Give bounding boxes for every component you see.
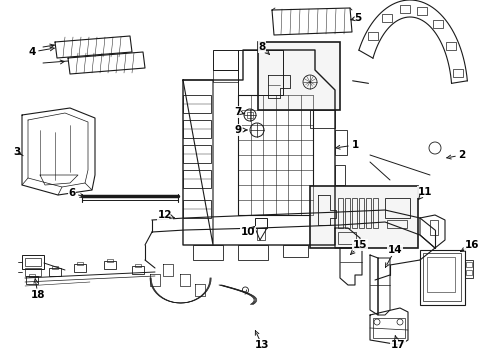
Bar [193, 245, 223, 260]
Text: 3: 3 [13, 147, 20, 157]
Bar [309, 110, 334, 128]
Bar [183, 145, 210, 163]
Bar [382, 14, 392, 22]
Bar [429, 220, 437, 235]
Bar [386, 220, 406, 228]
Bar [254, 218, 266, 228]
Bar [358, 198, 363, 228]
Bar [309, 85, 334, 103]
Bar [246, 112, 252, 118]
Bar [183, 95, 210, 113]
Bar [465, 270, 471, 275]
Text: 12: 12 [158, 210, 172, 220]
Text: 16: 16 [464, 240, 478, 250]
Text: 1: 1 [351, 140, 358, 150]
Bar [238, 245, 267, 260]
Text: 17: 17 [390, 340, 405, 350]
Bar [107, 259, 113, 262]
Text: 9: 9 [234, 125, 241, 135]
Bar [25, 268, 41, 276]
Bar [49, 268, 61, 276]
Bar [419, 250, 464, 305]
Text: 8: 8 [258, 42, 265, 52]
Bar [52, 266, 58, 269]
Text: 11: 11 [417, 187, 431, 197]
Bar [416, 7, 427, 15]
Text: 5: 5 [354, 13, 361, 23]
Bar [257, 228, 264, 240]
Bar [309, 186, 417, 248]
Text: 13: 13 [254, 340, 269, 350]
Text: 10: 10 [240, 227, 255, 237]
Text: 4: 4 [28, 47, 36, 57]
Bar [213, 70, 238, 82]
Bar [22, 255, 44, 269]
Bar [337, 232, 355, 244]
Bar [334, 165, 345, 185]
Bar [213, 50, 238, 70]
Bar [372, 318, 404, 338]
Bar [372, 198, 377, 228]
Bar [337, 198, 342, 228]
Bar [422, 253, 460, 301]
Bar [183, 120, 210, 138]
Bar [25, 258, 41, 266]
Bar [464, 260, 472, 278]
Bar [183, 170, 210, 188]
Bar [183, 200, 210, 218]
Bar [29, 274, 35, 277]
Bar [77, 262, 83, 265]
Bar [135, 264, 141, 267]
Bar [445, 41, 455, 50]
Text: 2: 2 [457, 150, 465, 160]
Bar [399, 5, 408, 13]
Bar [351, 198, 356, 228]
Bar [345, 198, 349, 228]
Bar [334, 130, 346, 155]
Bar [365, 198, 370, 228]
Bar [283, 245, 307, 257]
Bar [238, 95, 312, 215]
Bar [319, 215, 339, 245]
Text: 7: 7 [234, 107, 241, 117]
Bar [367, 32, 378, 40]
Bar [104, 261, 116, 269]
Bar [452, 69, 463, 77]
Bar [74, 264, 86, 272]
Bar [465, 262, 471, 267]
Text: 18: 18 [31, 290, 45, 300]
Bar [426, 257, 454, 292]
Bar [26, 276, 38, 284]
Bar [132, 266, 143, 274]
Bar [258, 42, 339, 110]
Bar [384, 198, 409, 218]
Bar [432, 20, 443, 28]
Text: 6: 6 [68, 188, 76, 198]
Text: 15: 15 [352, 240, 366, 250]
Text: 14: 14 [387, 245, 402, 255]
